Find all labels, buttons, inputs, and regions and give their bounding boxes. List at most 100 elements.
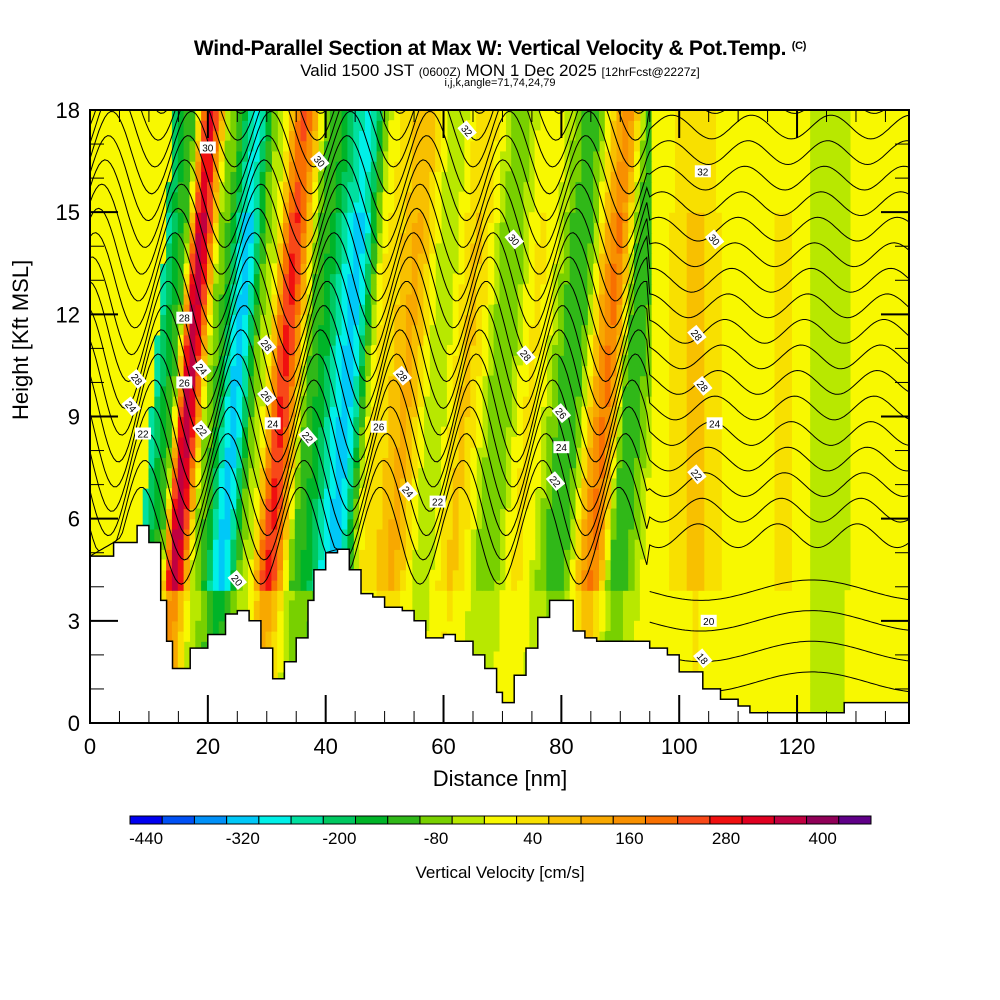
field-cell <box>751 416 758 428</box>
field-cell <box>675 406 682 418</box>
field-cell <box>277 549 284 561</box>
field-cell <box>511 508 518 520</box>
field-cell <box>797 559 805 571</box>
field-cell <box>704 406 711 418</box>
field-cell <box>879 569 887 581</box>
field-cell <box>903 651 909 663</box>
field-cell <box>458 385 466 397</box>
field-cell <box>388 436 395 448</box>
field-cell <box>663 304 670 315</box>
field-cell <box>786 498 793 510</box>
field-cell <box>335 293 343 305</box>
field-cell <box>686 293 694 305</box>
field-cell <box>505 396 512 407</box>
field-cell <box>359 324 366 336</box>
field-cell <box>446 508 454 520</box>
field-cell <box>195 620 202 632</box>
field-cell <box>458 539 466 550</box>
field-cell <box>891 436 898 448</box>
field-cell <box>897 467 904 479</box>
field-cell <box>458 600 466 612</box>
field-cell <box>417 324 425 336</box>
field-cell <box>148 498 155 510</box>
field-cell <box>183 488 191 499</box>
field-cell <box>751 314 758 326</box>
field-cell <box>177 396 185 407</box>
field-cell <box>160 518 167 530</box>
field-cell <box>716 641 723 653</box>
field-cell <box>716 477 723 489</box>
field-cell <box>558 580 565 591</box>
field-cell <box>224 293 232 305</box>
field-cell <box>259 467 267 479</box>
field-cell <box>786 477 793 489</box>
field-cell <box>704 304 711 315</box>
field-cell <box>657 447 664 459</box>
field-cell <box>768 365 776 377</box>
field-cell <box>505 580 512 591</box>
field-cell <box>154 314 161 326</box>
field-cell <box>768 467 776 479</box>
field-cell <box>675 569 682 581</box>
field-cell <box>745 651 752 663</box>
field-cell <box>786 355 793 367</box>
field-cell <box>324 447 331 459</box>
field-cell <box>885 600 893 612</box>
field-cell <box>125 498 132 510</box>
field-cell <box>107 518 114 530</box>
field-cell <box>411 324 419 336</box>
field-cell <box>341 385 349 397</box>
field-cell <box>774 692 781 704</box>
field-cell <box>751 345 758 356</box>
forecast-tag: [12hrFcst@2227z] <box>601 65 700 79</box>
field-cell <box>610 416 618 428</box>
field-cell <box>739 426 746 438</box>
field-cell <box>470 426 477 438</box>
field-cell <box>879 457 887 469</box>
field-cell <box>294 620 302 632</box>
field-cell <box>493 477 501 489</box>
field-cell <box>604 436 612 448</box>
field-cell <box>891 396 898 407</box>
field-cell <box>283 416 290 428</box>
field-cell <box>558 569 565 581</box>
field-cell <box>446 610 454 622</box>
field-cell <box>318 396 325 407</box>
field-cell <box>599 457 606 469</box>
field-cell <box>452 355 460 367</box>
field-cell <box>230 590 237 602</box>
field-cell <box>675 559 682 571</box>
field-cell <box>797 334 805 346</box>
field-cell <box>476 436 483 448</box>
field-cell <box>651 375 659 387</box>
field-cell <box>663 385 670 397</box>
field-cell <box>850 467 857 479</box>
field-cell <box>593 620 600 632</box>
field-cell <box>581 447 588 459</box>
field-cell <box>610 426 618 438</box>
field-cell <box>183 345 191 356</box>
field-cell <box>768 416 776 428</box>
field-cell <box>768 304 776 315</box>
field-cell <box>353 457 360 469</box>
field-cell <box>101 539 109 550</box>
field-cell <box>189 293 196 305</box>
field-cell <box>400 447 407 459</box>
field-cell <box>177 488 185 499</box>
field-cell <box>686 477 694 489</box>
field-cell <box>868 518 875 530</box>
field-cell <box>733 355 740 367</box>
field-cell <box>324 498 331 510</box>
field-cell <box>207 518 214 530</box>
field-cell <box>119 365 126 377</box>
field-cell <box>558 355 565 367</box>
field-cell <box>464 539 471 550</box>
field-cell <box>493 416 501 428</box>
field-cell <box>522 528 530 540</box>
field-cell <box>411 345 419 356</box>
field-cell <box>739 641 746 653</box>
field-cell <box>897 334 904 346</box>
field-cell <box>756 304 764 315</box>
field-cell <box>873 293 881 305</box>
field-cell <box>739 620 746 632</box>
